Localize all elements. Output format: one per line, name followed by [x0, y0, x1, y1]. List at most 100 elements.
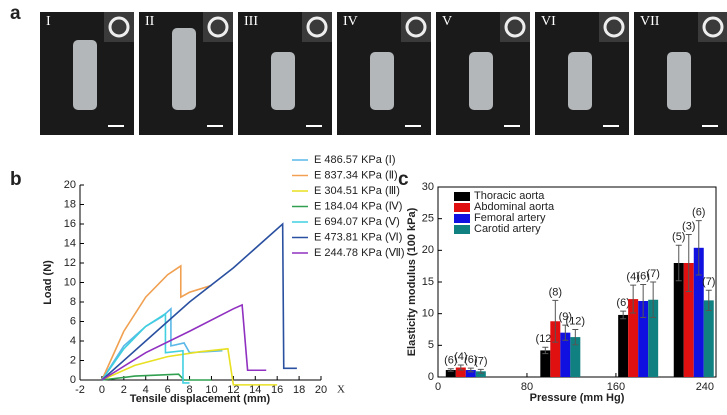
bar [560, 332, 571, 377]
text: 0 [428, 371, 434, 383]
panel-label: b [10, 169, 22, 190]
tube [172, 28, 196, 110]
error-bar [542, 346, 549, 355]
tube [73, 40, 97, 110]
text: 80 [521, 381, 533, 393]
text: 4 [143, 384, 149, 396]
text: 15 [422, 276, 434, 288]
text: -2 [75, 384, 85, 396]
text: 14 [64, 237, 76, 249]
text: 16 [271, 384, 283, 396]
bar [540, 350, 551, 377]
error-bar [695, 220, 702, 276]
bar [445, 370, 456, 377]
bar [570, 337, 581, 377]
text: (12) [566, 315, 586, 327]
bar [673, 263, 684, 377]
error-bar [447, 368, 454, 372]
line [101, 222, 297, 381]
text: 16 [64, 218, 76, 230]
text: 30 [422, 181, 434, 193]
text: (7) [474, 355, 487, 367]
text: 20 [422, 244, 434, 256]
bar [465, 370, 476, 377]
text: E 694.07 KPa (Ⅴ) [314, 216, 400, 228]
text: Femoral artery [474, 212, 546, 224]
text: Load (N) [42, 260, 54, 305]
text: E 304.51 KPa (Ⅲ) [314, 185, 400, 197]
text: 2 [121, 384, 127, 396]
photo-label: II [145, 14, 155, 29]
error-bar [477, 368, 484, 374]
bar [628, 299, 639, 377]
text: (9) [559, 311, 572, 323]
line [101, 264, 212, 381]
error-bar [675, 244, 682, 282]
tube [271, 52, 295, 110]
text: 6 [70, 315, 76, 327]
error-bar [572, 329, 579, 346]
text: 10 [422, 308, 434, 320]
inset-icon [207, 16, 229, 38]
text: Pressure (mm Hg) [530, 392, 625, 404]
text: 4 [70, 335, 76, 347]
inset-icon [306, 16, 328, 38]
line [101, 347, 278, 386]
text: (4) [626, 271, 639, 283]
photo-label: VI [541, 14, 556, 29]
panel-label: a [10, 3, 21, 24]
text: (7) [702, 276, 715, 288]
error-bar [650, 281, 657, 318]
line [101, 312, 190, 384]
tube [370, 52, 394, 110]
legend-swatch [454, 225, 470, 234]
text: (6) [692, 206, 705, 218]
text: 0 [435, 381, 441, 393]
text: 240 [696, 381, 714, 393]
tube [568, 52, 592, 110]
text: Tensile displacement (mm) [130, 393, 271, 405]
text: 0 [99, 384, 105, 396]
error-bar [457, 364, 464, 371]
inset-icon [108, 16, 130, 38]
text: 5 [428, 339, 434, 351]
text: 2 [70, 354, 76, 366]
inset-icon [405, 16, 427, 38]
photo-label: V [442, 14, 452, 29]
bar [693, 247, 704, 377]
text: 160 [607, 381, 625, 393]
text: (5) [672, 231, 685, 243]
error-bar [630, 284, 637, 314]
photo-label: IV [343, 14, 358, 29]
text: (6) [464, 354, 477, 366]
text: 25 [422, 213, 434, 225]
error-bar [685, 234, 692, 292]
inset-icon [702, 16, 724, 38]
photo-label: I [46, 14, 51, 29]
legend-swatch [454, 214, 470, 223]
text: 12 [227, 384, 239, 396]
text: (6) [616, 297, 629, 309]
text: (8) [549, 286, 562, 298]
text: 10 [205, 384, 217, 396]
text: (6) [444, 355, 457, 367]
bar [618, 314, 629, 377]
text: 14 [249, 384, 261, 396]
text: (7) [646, 268, 659, 280]
text: E 184.04 KPa (Ⅳ) [314, 200, 402, 212]
text: (4) [454, 351, 467, 363]
inset-icon [504, 16, 526, 38]
text: Thoracic aorta [474, 190, 545, 202]
bar [475, 371, 486, 377]
bar [648, 299, 659, 377]
legend-swatch [454, 192, 470, 201]
legend-swatch [454, 203, 470, 212]
text: E 837.34 KPa (Ⅱ) [314, 169, 398, 181]
text: 20 [64, 179, 76, 191]
bar [638, 301, 649, 377]
error-bar [705, 289, 712, 311]
text: 12 [64, 257, 76, 269]
bar [550, 321, 561, 377]
panel-label: c [398, 169, 409, 190]
